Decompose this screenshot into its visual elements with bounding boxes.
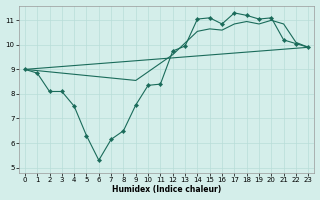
X-axis label: Humidex (Indice chaleur): Humidex (Indice chaleur) [112, 185, 221, 194]
